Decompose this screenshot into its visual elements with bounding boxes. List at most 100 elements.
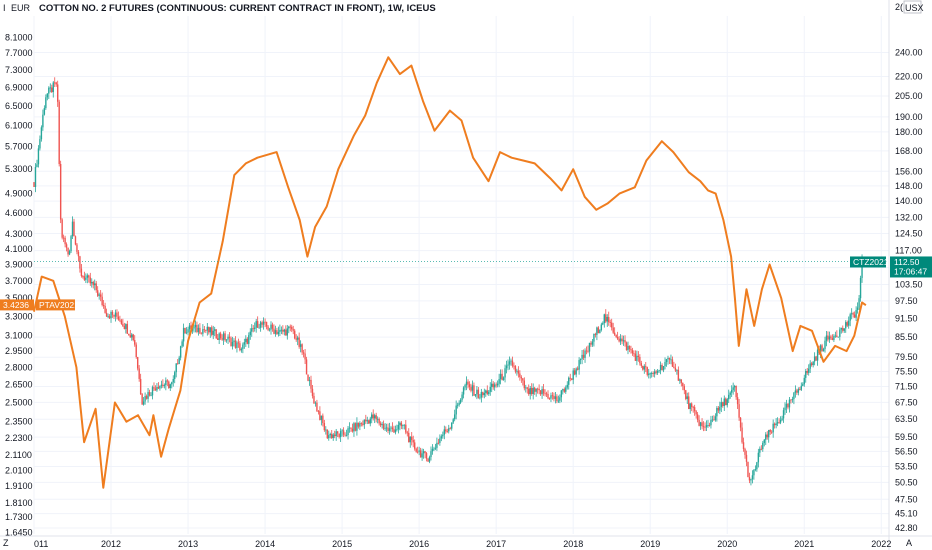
- candle-body: [711, 419, 714, 421]
- last-price-tag-ptav[interactable]: [0, 299, 34, 311]
- candle-body: [80, 268, 83, 277]
- candle-body: [49, 87, 51, 89]
- candle-body: [368, 420, 370, 424]
- left-currency-label[interactable]: EUR: [11, 3, 31, 13]
- left-currency-box[interactable]: [5, 1, 33, 14]
- candle-body: [693, 407, 696, 412]
- candle-body: [88, 275, 90, 278]
- candle-body: [788, 399, 791, 408]
- candle-body: [209, 327, 211, 333]
- candle-body: [413, 442, 416, 449]
- candle-body: [255, 321, 257, 328]
- right-axis-tick-label: 220.00: [895, 71, 923, 81]
- candle-body: [753, 469, 755, 476]
- candle-body: [805, 370, 807, 378]
- last-price-value-ptav: 3.4236: [3, 300, 29, 310]
- corner-right-button[interactable]: A: [906, 538, 912, 548]
- left-axis-tick-label: 6.1000: [5, 121, 33, 131]
- last-price-tag-ctz[interactable]: [890, 256, 932, 278]
- candle-body: [480, 392, 483, 398]
- candle-body: [668, 357, 671, 360]
- candle-body: [538, 388, 540, 391]
- candle-body: [726, 399, 728, 406]
- candle-body: [160, 384, 163, 386]
- candle-body: [485, 390, 487, 393]
- candle-body: [655, 371, 657, 373]
- candle-body: [539, 390, 542, 395]
- candle-body: [162, 384, 164, 386]
- candle-body: [384, 428, 386, 430]
- candle-body: [289, 326, 291, 328]
- bar-countdown: 17:06:47: [894, 266, 927, 276]
- left-axis-tick-label: 4.6000: [5, 208, 33, 218]
- candle-body: [769, 430, 771, 432]
- candle-body: [74, 236, 77, 245]
- candle-body: [825, 335, 828, 341]
- time-axis-tick-label: 2017: [486, 539, 506, 549]
- candle-body: [264, 321, 266, 323]
- candle-body: [182, 327, 185, 342]
- candle-body: [698, 419, 700, 426]
- candle-body: [859, 277, 862, 299]
- candle-body: [459, 399, 462, 403]
- candle-body: [677, 369, 680, 381]
- candle-body: [476, 389, 478, 395]
- candle-body: [178, 357, 180, 364]
- right-currency-label[interactable]: USX: [905, 3, 924, 13]
- left-price-axis[interactable]: 8.1000 7.7000 7.3000 6.9000 6.5000 6.1000 5.70…: [5, 33, 33, 538]
- chart-title: COTTON NO. 2 FUTURES (CONTINUOUS: CURREN…: [39, 3, 436, 14]
- right-price-axis[interactable]: 240.00 220.00 205.00 190.00 180.00 168.00 156.…: [888, 0, 923, 550]
- candle-body: [765, 434, 767, 440]
- candle-body: [311, 388, 314, 397]
- corner-left-button[interactable]: Z: [3, 538, 9, 548]
- left-axis-tick-label: 7.7000: [5, 48, 33, 58]
- candle-body: [206, 326, 209, 331]
- candle-body: [499, 373, 502, 380]
- candle-body: [565, 387, 567, 392]
- candle-body: [443, 429, 446, 435]
- right-currency-box[interactable]: [903, 0, 922, 14]
- candle-body: [834, 335, 837, 337]
- time-axis[interactable]: 011 2012 2013 2014 2015 2016 2017 2018 2019 2020 2…: [0, 535, 932, 549]
- candle-body: [188, 325, 191, 330]
- candle-body: [699, 422, 702, 426]
- candle-body: [48, 87, 50, 94]
- candle-body: [169, 384, 171, 389]
- candle-body: [151, 387, 154, 396]
- candle-body: [83, 276, 86, 280]
- candle-body: [288, 326, 290, 329]
- candle-body: [411, 436, 413, 441]
- candle-body: [471, 385, 474, 391]
- candle-body: [427, 458, 429, 462]
- candle-body: [125, 324, 127, 329]
- series-name-tag-ctz[interactable]: [850, 256, 886, 268]
- ptav-line-series: [33, 56, 867, 489]
- grid-lines: [33, 16, 889, 534]
- candle-body: [526, 387, 528, 389]
- candle-body: [402, 425, 404, 427]
- candle-body: [338, 433, 340, 438]
- candle-body: [608, 317, 610, 323]
- candle-body: [348, 427, 351, 429]
- time-axis-tick-label: 2022: [871, 539, 891, 549]
- candle-body: [200, 333, 203, 335]
- candle-body: [559, 397, 561, 401]
- candle-body: [326, 429, 328, 439]
- candle-body: [550, 395, 552, 399]
- candle-body: [542, 389, 545, 394]
- candle-body: [172, 379, 174, 383]
- candle-body: [846, 322, 848, 326]
- candle-body: [679, 379, 681, 381]
- candle-body: [653, 371, 656, 374]
- candle-body: [787, 403, 789, 408]
- candle-body: [751, 475, 754, 480]
- right-axis-tick-label: 124.50: [895, 229, 923, 239]
- right-axis-tick-label: 103.50: [895, 279, 923, 289]
- candle-body: [576, 368, 579, 370]
- series-name-tag-ptav[interactable]: [36, 299, 75, 311]
- time-axis-tick-label: 2013: [178, 539, 198, 549]
- candle-body: [491, 383, 493, 387]
- candle-body: [822, 348, 825, 352]
